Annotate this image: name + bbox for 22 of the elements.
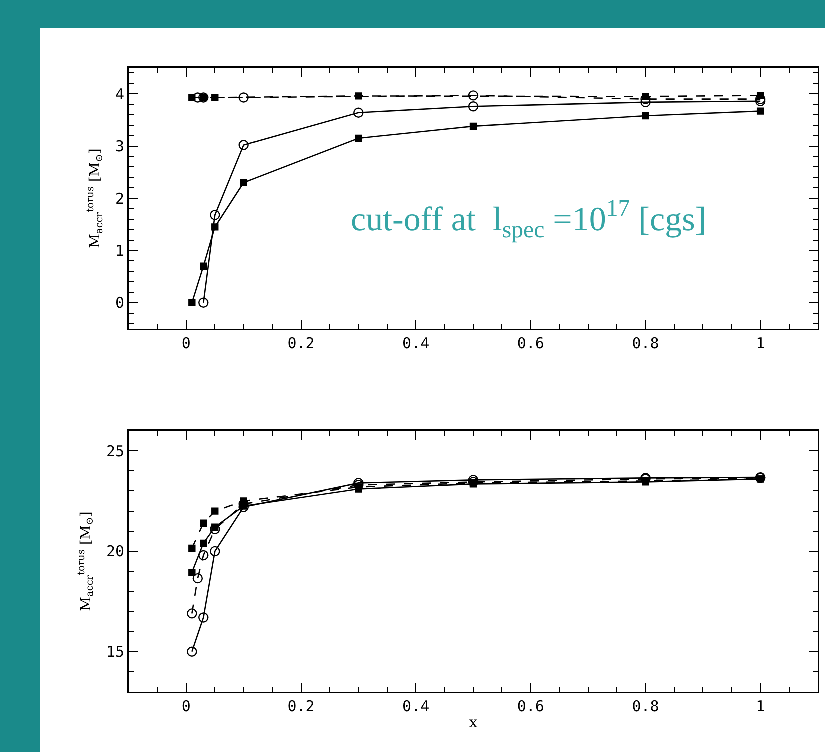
x-tick-label: 0.8: [632, 698, 660, 716]
x-tick-label: 0.2: [288, 698, 315, 716]
x-tick-label: 0.8: [632, 334, 660, 352]
y-tick-label: 0: [115, 294, 124, 312]
x-tick-label: 0.4: [402, 698, 430, 716]
y-tick-label: 4: [115, 85, 124, 104]
x-tick-label: 1: [756, 698, 766, 716]
x-tick-label: 1: [756, 334, 766, 352]
x-tick-label: 0: [182, 698, 191, 716]
x-axis-title: x: [469, 713, 478, 732]
x-tick-label: 0.6: [517, 698, 544, 716]
y-tick-label: 3: [115, 138, 124, 156]
x-tick-label: 0.6: [517, 334, 544, 352]
y-tick-label: 2: [115, 190, 124, 208]
y-tick-label: 25: [106, 442, 124, 460]
y-tick-label: 20: [106, 542, 124, 561]
x-tick-label: 0.2: [288, 334, 315, 352]
x-tick-label: 0: [182, 334, 191, 352]
y-tick-label: 15: [106, 643, 124, 662]
y-tick-label: 1: [115, 242, 124, 260]
x-tick-label: 0.4: [402, 334, 430, 352]
annotation: cut-off at l$_{spec}$ =10$^{17}$ [cgs]: [351, 196, 707, 244]
